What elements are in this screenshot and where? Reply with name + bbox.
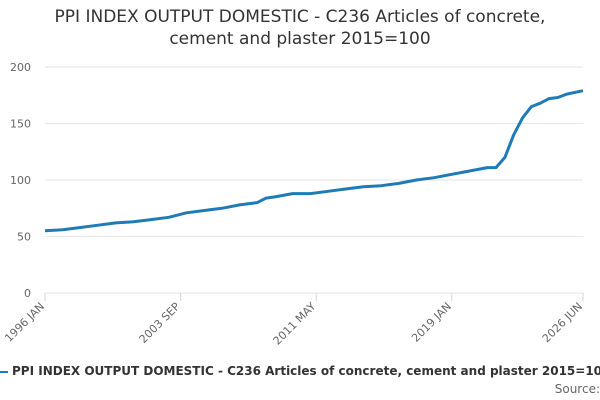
y-tick-label: 150 — [10, 118, 31, 131]
y-tick-label: 50 — [17, 231, 31, 244]
legend: PPI INDEX OUTPUT DOMESTIC - C236 Article… — [0, 364, 600, 378]
x-tick-label: 2026 JUN — [540, 300, 585, 345]
y-tick-label: 100 — [10, 174, 31, 187]
y-tick-label: 0 — [24, 287, 31, 300]
source: Source: — [554, 382, 600, 396]
legend-label: PPI INDEX OUTPUT DOMESTIC - C236 Article… — [12, 364, 600, 378]
x-tick-label: 1996 JAN — [2, 300, 47, 345]
y-tick-label: 200 — [10, 61, 31, 74]
chart-title: PPI INDEX OUTPUT DOMESTIC - C236 Article… — [54, 7, 546, 49]
legend-swatch — [0, 370, 8, 373]
x-tick-label: 2019 JAN — [409, 300, 454, 345]
x-tick-label: 2003 SEP — [137, 300, 183, 346]
x-tick-label: 2011 MAY — [271, 300, 319, 348]
series-line — [44, 89, 584, 233]
